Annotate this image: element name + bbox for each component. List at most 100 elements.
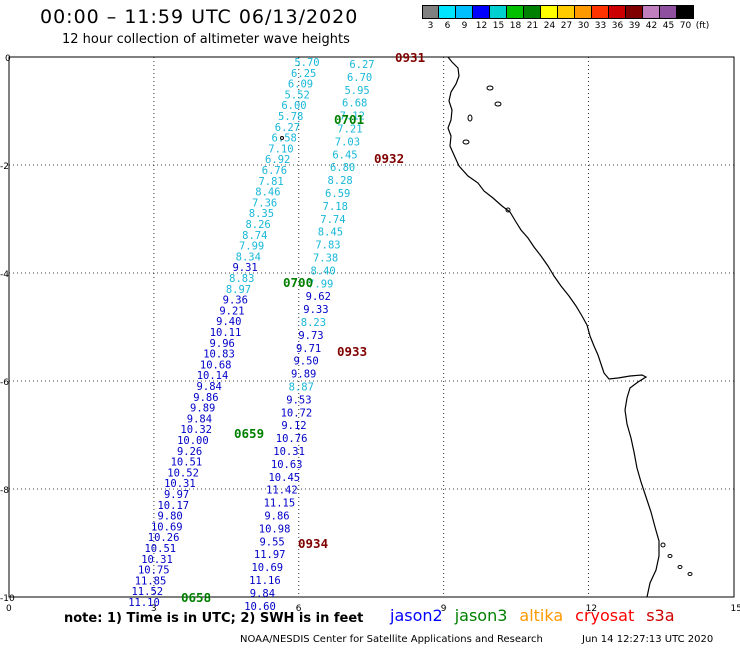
y-tick-label: -8 [0, 486, 9, 496]
satellite-name: cryosat [575, 606, 635, 625]
wave-height-value: 10.14 [197, 370, 229, 382]
wave-height-value: 10.75 [138, 565, 170, 577]
wave-height-value: 10.83 [203, 349, 235, 361]
wave-height-value: 5.95 [344, 85, 369, 97]
y-tick-label: -2 [0, 162, 9, 172]
wave-height-value: 9.36 [223, 295, 248, 307]
x-tick-label: 3 [151, 604, 157, 614]
wave-height-value: 9.80 [157, 511, 182, 523]
legend-swatch [473, 5, 490, 19]
wave-height-value: 7.12 [340, 111, 365, 123]
altimeter-tracks: 5.706.256.095.526.005.786.276.587.106.92… [128, 57, 374, 613]
wave-height-value: 8.34 [236, 251, 261, 263]
time-label: 0700 [283, 275, 313, 290]
axis-labels: 0 3 6 9 12 15 0 -2 -4 -6 -8 -10 [0, 54, 740, 614]
legend-swatch [456, 5, 473, 19]
legend-label: 45 [662, 21, 675, 31]
wave-height-value: 9.71 [296, 343, 321, 355]
legend-swatch [609, 5, 626, 19]
legend-label: 21 [526, 21, 539, 31]
y-tick-label: -4 [0, 270, 9, 280]
wave-height-value: 9.84 [187, 413, 212, 425]
wave-height-value: 8.74 [242, 230, 267, 242]
legend-label: 6 [444, 21, 451, 31]
wave-height-value: 7.03 [335, 136, 360, 148]
wave-height-value: 8.87 [289, 382, 314, 394]
legend-swatches [422, 5, 711, 19]
time-label: 0659 [234, 426, 264, 441]
wave-height-value: 9.86 [264, 511, 289, 523]
legend-label: 36 [611, 21, 624, 31]
wave-height-value: 7.21 [337, 124, 362, 136]
wave-height-value: 6.68 [342, 98, 367, 110]
satellite-name: jason2 [390, 606, 443, 625]
page-title: 00:00 – 11:59 UTC 06/13/2020 [40, 6, 359, 28]
wave-height-value: 10.68 [200, 359, 232, 371]
wave-height-value: 9.31 [232, 262, 257, 274]
legend-label: 18 [509, 21, 522, 31]
legend-swatch [524, 5, 541, 19]
legend-swatch [660, 5, 677, 19]
wave-height-value: 9.84 [250, 588, 275, 600]
wave-height-value: 8.83 [229, 273, 254, 285]
wave-height-value: 6.59 [325, 188, 350, 200]
satellite-name: altika [519, 606, 564, 625]
wave-height-value: 9.84 [197, 381, 222, 393]
legend-swatch [575, 5, 592, 19]
time-label: 0701 [334, 112, 364, 127]
wave-height-value: 6.76 [262, 165, 287, 177]
islands [280, 85, 693, 576]
time-label: 0658 [181, 590, 211, 605]
time-label: 0933 [337, 344, 367, 359]
y-tick-label: -6 [0, 378, 9, 388]
wave-height-value: 8.46 [255, 187, 280, 199]
time-label: 0932 [374, 151, 404, 166]
x-tick-label: 0 [6, 604, 12, 614]
wave-height-value: 8.23 [301, 317, 326, 329]
wave-height-value: 6.92 [265, 154, 290, 166]
wave-height-value: 10.69 [151, 521, 183, 533]
x-tick-label: 12 [586, 604, 597, 614]
legend-swatch [626, 5, 643, 19]
legend-label: 30 [577, 21, 590, 31]
legend-swatch [677, 5, 694, 19]
wave-height-value: 6.70 [347, 72, 372, 84]
wave-height-value: 11.85 [135, 575, 167, 587]
wave-height-value: 6.80 [330, 162, 355, 174]
satellite-list: jason2 jason3 altika cryosat s3a [390, 606, 687, 625]
legend-label: (ft) [695, 21, 710, 31]
x-tick-label: 15 [731, 604, 740, 614]
legend-label: 27 [560, 21, 573, 31]
wave-height-value: 11.15 [264, 498, 296, 510]
wave-height-value: 10.51 [144, 543, 176, 555]
wave-height-value: 10.51 [171, 457, 203, 469]
wave-height-value: 11.52 [131, 586, 163, 598]
page-subtitle: 12 hour collection of altimeter wave hei… [62, 32, 350, 47]
y-tick-label: 0 [5, 54, 11, 64]
wave-height-value: 7.36 [252, 197, 277, 209]
wave-height-value: 8.40 [310, 265, 335, 277]
satellite-name: s3a [646, 606, 675, 625]
legend-swatch [490, 5, 507, 19]
legend-swatch [558, 5, 575, 19]
legend-label: 39 [628, 21, 641, 31]
wave-height-value: 10.69 [251, 562, 283, 574]
wave-height-value: 7.74 [320, 214, 345, 226]
wave-height-value: 9.89 [190, 403, 215, 415]
wave-height-value: 7.83 [315, 240, 340, 252]
wave-height-value: 7.81 [258, 176, 283, 188]
wave-height-value: 6.27 [275, 122, 300, 134]
time-labels: 0931 0701 0932 0700 0933 0659 0934 0658 [181, 50, 425, 605]
wave-height-value: 10.63 [271, 459, 303, 471]
wave-height-value: 9.50 [293, 356, 318, 368]
wave-height-value: 10.76 [276, 433, 308, 445]
legend-label: 9 [461, 21, 468, 31]
wave-height-value: 9.26 [177, 446, 202, 458]
wave-height-value: 8.35 [249, 208, 274, 220]
wave-height-value: 9.33 [303, 304, 328, 316]
legend-swatch [541, 5, 558, 19]
map-frame [8, 56, 735, 598]
legend-swatch [439, 5, 456, 19]
wave-height-value: 10.31 [164, 478, 196, 490]
